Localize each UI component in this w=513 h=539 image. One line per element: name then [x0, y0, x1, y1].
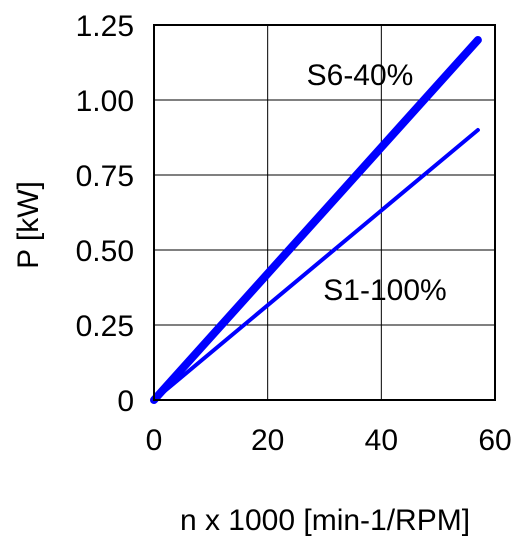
series-annotations: S6-40% S1-100% [307, 59, 447, 307]
y-tick-label: 0.25 [76, 310, 134, 343]
x-axis-label: n x 1000 [min-1/RPM] [180, 504, 470, 537]
y-tick-label: 0.50 [76, 235, 134, 268]
x-tick-label: 60 [478, 424, 511, 457]
series-line-s1 [152, 128, 480, 402]
y-tick-labels: 0 0.25 0.50 0.75 1.00 1.25 [76, 10, 134, 418]
series-line-s6 [150, 36, 482, 404]
x-tick-label: 0 [146, 424, 163, 457]
series-label-s6: S6-40% [307, 59, 414, 92]
x-tick-label: 40 [365, 424, 398, 457]
series-label-s1: S1-100% [323, 274, 446, 307]
x-tick-labels: 0 20 40 60 [146, 424, 512, 457]
chart-series [150, 36, 482, 404]
y-axis-label: P [kW] [12, 181, 45, 269]
y-tick-label: 1.25 [76, 10, 134, 43]
y-tick-label: 0 [117, 385, 134, 418]
chart-grid [154, 25, 495, 400]
plot-frame [153, 24, 496, 401]
y-tick-label: 0.75 [76, 160, 134, 193]
x-tick-label: 20 [251, 424, 284, 457]
y-tick-label: 1.00 [76, 85, 134, 118]
